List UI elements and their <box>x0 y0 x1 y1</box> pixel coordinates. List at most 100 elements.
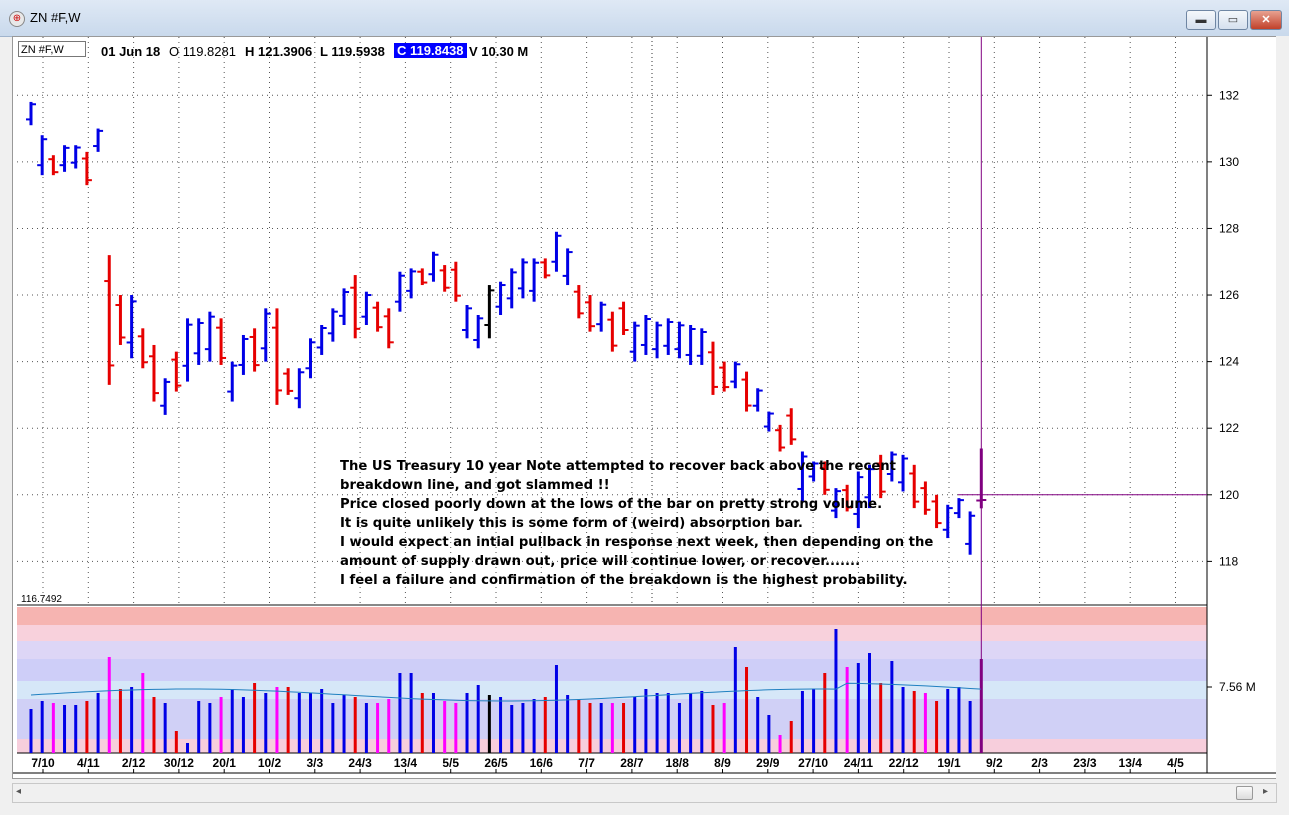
app-icon: ⊕ <box>9 11 25 27</box>
scroll-thumb[interactable] <box>1236 786 1253 800</box>
price-bar <box>26 101 36 126</box>
price-bar <box>182 318 193 382</box>
price-tick-label: 126 <box>1219 288 1239 302</box>
time-tick-label: 20/1 <box>213 756 237 770</box>
price-bottom-label: 116.7492 <box>21 594 62 605</box>
price-bar <box>305 338 316 379</box>
price-bar <box>137 328 148 369</box>
price-bar <box>428 251 439 282</box>
price-bar <box>942 504 953 539</box>
price-bar <box>350 275 361 339</box>
price-bar <box>48 155 59 176</box>
header-volume: V 10.30 M <box>469 44 529 59</box>
volume-band <box>17 625 1207 641</box>
price-bar <box>540 258 551 279</box>
time-tick-label: 13/4 <box>394 756 418 770</box>
price-bar <box>909 464 920 509</box>
time-tick-label: 4/5 <box>1167 756 1184 770</box>
time-tick-label: 7/7 <box>578 756 595 770</box>
time-tick-label: 3/3 <box>306 756 323 770</box>
price-bar <box>786 408 797 445</box>
price-bar <box>294 368 305 409</box>
horizontal-scrollbar[interactable]: ◂ ▸ <box>12 783 1277 803</box>
price-bar <box>126 295 137 359</box>
price-bar <box>506 268 517 309</box>
header-open: O 119.8281 <box>169 44 236 59</box>
price-bar <box>830 488 841 519</box>
volume-band <box>17 641 1207 659</box>
price-bar <box>204 311 215 362</box>
price-bar <box>819 461 830 495</box>
time-tick-label: 23/3 <box>1073 756 1097 770</box>
axes: 132 130 128 126 124 122 120 118 116.7492 7.56 M 7/… <box>13 37 1276 774</box>
price-bar <box>741 371 752 412</box>
time-tick-label: 24/11 <box>844 756 874 770</box>
time-tick-label: 29/9 <box>756 756 780 770</box>
price-bar <box>216 318 227 365</box>
volume-band <box>17 681 1207 699</box>
volume-band <box>17 659 1207 681</box>
price-bar <box>439 265 450 292</box>
volume-band <box>17 607 1207 625</box>
price-tick-label: 132 <box>1219 88 1239 102</box>
price-bar <box>462 305 473 339</box>
price-bar <box>931 494 942 529</box>
scroll-right-icon[interactable]: ▸ <box>1263 786 1269 797</box>
price-bar <box>596 301 607 332</box>
annotation-line: I would expect an intial pullback in res… <box>340 535 934 550</box>
price-bar <box>842 484 853 512</box>
volume-axis-label: 7.56 M <box>1219 680 1256 694</box>
price-bar <box>562 248 573 286</box>
price-bar <box>372 301 383 332</box>
vertical-scrollbar[interactable] <box>1276 36 1289 783</box>
price-bar <box>640 315 651 355</box>
annotation-text: The US Treasury 10 year Note attempted t… <box>340 457 940 590</box>
time-tick-label: 4/11 <box>77 756 100 770</box>
price-bar <box>797 451 808 502</box>
scroll-left-icon[interactable]: ◂ <box>16 786 22 797</box>
time-tick-label: 27/10 <box>798 756 828 770</box>
price-bar <box>529 258 540 302</box>
time-tick-label: 30/12 <box>164 756 194 770</box>
price-bar <box>283 368 294 395</box>
volume-bars <box>29 629 983 753</box>
price-bar <box>752 388 763 412</box>
price-tick-label: 124 <box>1219 355 1239 369</box>
chart-canvas[interactable]: 132 130 128 126 124 122 120 118 116.7492 7.56 M 7/… <box>13 37 1276 778</box>
time-tick-label: 9/2 <box>986 756 1003 770</box>
close-button[interactable]: ✕ <box>1250 10 1282 30</box>
price-bar <box>249 328 260 372</box>
price-bar <box>775 424 786 452</box>
price-bar <box>920 481 931 515</box>
symbol-box[interactable]: ZN #F,W <box>18 41 86 57</box>
price-bar <box>227 361 238 402</box>
price-bar <box>965 511 976 555</box>
price-bar <box>853 471 864 529</box>
price-bar <box>115 295 126 345</box>
price-bar <box>585 295 595 332</box>
price-bar <box>93 128 104 152</box>
price-bar <box>327 308 338 342</box>
price-bar <box>383 308 394 349</box>
price-bar <box>394 271 405 312</box>
price-bar <box>707 341 718 395</box>
price-bar <box>808 461 819 482</box>
price-bar <box>618 301 629 335</box>
price-bar <box>674 321 685 359</box>
price-bar <box>551 231 562 272</box>
price-tick-label: 130 <box>1219 155 1239 169</box>
price-bar <box>104 255 115 385</box>
price-bar <box>763 411 774 432</box>
price-tick-label: 128 <box>1219 221 1239 235</box>
restore-button[interactable]: ▭ <box>1218 10 1248 30</box>
time-tick-label: 28/7 <box>620 756 644 770</box>
time-tick-label: 5/5 <box>442 756 459 770</box>
header-close: C 119.8438 <box>394 43 467 58</box>
volume-average <box>30 682 982 702</box>
annotation-line: I feel a failure and confirmation of the… <box>340 573 908 588</box>
price-bar <box>59 145 70 172</box>
price-bar <box>875 454 886 499</box>
minimize-button[interactable]: ▬ <box>1186 10 1216 30</box>
price-bar <box>450 261 461 302</box>
price-bar <box>886 451 897 482</box>
